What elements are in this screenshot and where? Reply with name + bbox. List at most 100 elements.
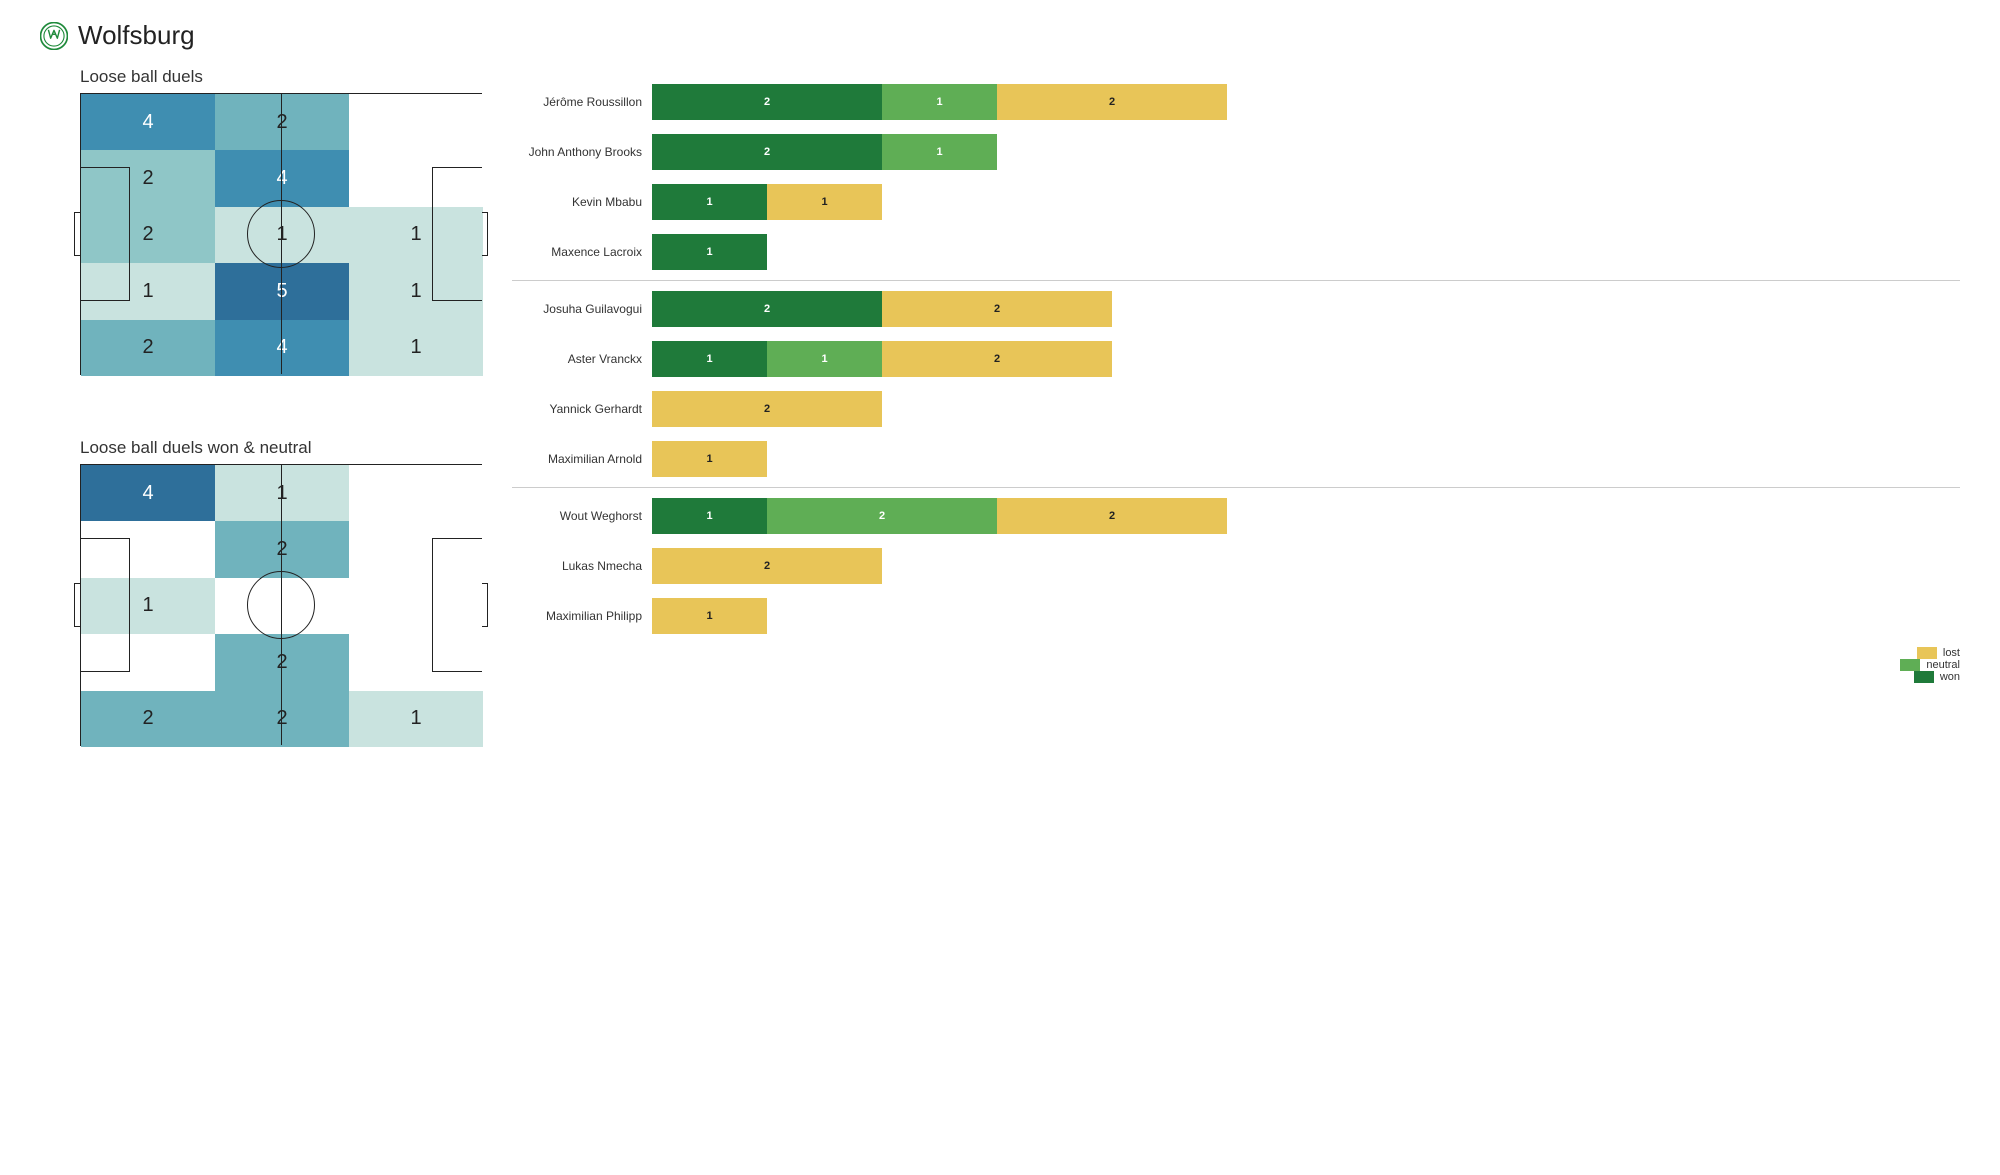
player-name-label: Maximilian Arnold [512, 452, 652, 466]
pitch-title-all: Loose ball duels [80, 67, 482, 87]
player-row: Yannick Gerhardt2 [512, 384, 1960, 434]
bar-segment-lost: 2 [997, 498, 1227, 534]
player-name-label: Kevin Mbabu [512, 195, 652, 209]
legend-swatch [1900, 659, 1920, 671]
player-name-label: John Anthony Brooks [512, 145, 652, 159]
bar-segment-lost: 2 [652, 548, 882, 584]
heatmap-cell: 2 [215, 94, 349, 150]
bar-segment-neutral: 1 [882, 84, 997, 120]
bar-track: 122 [652, 498, 1960, 534]
bar-segment-lost: 2 [652, 391, 882, 427]
bar-segment-won: 1 [652, 341, 767, 377]
heatmap-cell: 2 [81, 691, 215, 747]
player-row: Wout Weghorst122 [512, 491, 1960, 541]
bar-segment-lost: 1 [652, 441, 767, 477]
pitch-title-wn: Loose ball duels won & neutral [80, 438, 482, 458]
heatmap-cell: 1 [215, 465, 349, 521]
player-name-label: Lukas Nmecha [512, 559, 652, 573]
bar-segment-neutral: 1 [882, 134, 997, 170]
bar-segment-won: 1 [652, 184, 767, 220]
heatmap-cell: 5 [215, 263, 349, 319]
pitch-heatmap-won-neutral: 12221214 [80, 464, 482, 746]
goal-right [482, 212, 488, 257]
centre-circle [247, 571, 315, 639]
goal-left [74, 212, 80, 257]
centre-circle [247, 200, 315, 268]
pitch-column: Loose ball duels 1421511124224 Loose bal… [40, 59, 482, 746]
bar-track: 1 [652, 598, 1960, 634]
bar-segment-lost: 1 [767, 184, 882, 220]
group-separator [512, 280, 1960, 281]
bar-track: 2 [652, 548, 1960, 584]
heatmap-cell: 2 [81, 320, 215, 376]
heatmap-cell: 1 [349, 320, 483, 376]
player-bars-column: Jérôme Roussillon212John Anthony Brooks2… [512, 59, 1960, 683]
legend: lostneutralwon [512, 647, 1960, 683]
bar-segment-won: 1 [652, 498, 767, 534]
heatmap-cell: 2 [215, 691, 349, 747]
legend-swatch [1914, 671, 1934, 683]
goal-left [74, 583, 80, 628]
team-name: Wolfsburg [78, 20, 195, 51]
team-logo-icon [40, 22, 68, 50]
player-row: Maxence Lacroix1 [512, 227, 1960, 277]
pitch-heatmap-all: 1421511124224 [80, 93, 482, 375]
bar-segment-neutral: 1 [767, 341, 882, 377]
legend-label: won [1940, 671, 1960, 683]
bar-segment-lost: 2 [882, 291, 1112, 327]
player-row: Maximilian Arnold1 [512, 434, 1960, 484]
player-name-label: Jérôme Roussillon [512, 95, 652, 109]
bar-track: 1 [652, 441, 1960, 477]
bar-segment-lost: 2 [997, 84, 1227, 120]
bar-segment-lost: 1 [652, 598, 767, 634]
player-name-label: Yannick Gerhardt [512, 402, 652, 416]
header: Wolfsburg [40, 20, 1960, 51]
penalty-box-right [432, 167, 482, 301]
legend-swatch [1917, 647, 1937, 659]
legend-item: won [1914, 671, 1960, 683]
group-separator [512, 487, 1960, 488]
heatmap-cell: 4 [215, 150, 349, 206]
bar-track: 1 [652, 234, 1960, 270]
bar-track: 11 [652, 184, 1960, 220]
heatmap-cell: 2 [215, 521, 349, 577]
bar-segment-won: 1 [652, 234, 767, 270]
bar-segment-neutral: 2 [767, 498, 997, 534]
heatmap-cell: 2 [215, 634, 349, 690]
player-row: Aster Vranckx112 [512, 334, 1960, 384]
player-name-label: Josuha Guilavogui [512, 302, 652, 316]
player-row: Lukas Nmecha2 [512, 541, 1960, 591]
heatmap-cell: 4 [215, 320, 349, 376]
player-row: Jérôme Roussillon212 [512, 77, 1960, 127]
bar-track: 21 [652, 134, 1960, 170]
bar-segment-lost: 2 [882, 341, 1112, 377]
bar-track: 22 [652, 291, 1960, 327]
penalty-box-left [80, 167, 130, 301]
bar-segment-won: 2 [652, 291, 882, 327]
player-name-label: Wout Weghorst [512, 509, 652, 523]
heatmap-cell [349, 94, 483, 150]
legend-item: neutral [1900, 659, 1960, 671]
player-name-label: Maxence Lacroix [512, 245, 652, 259]
legend-label: neutral [1926, 659, 1960, 671]
heatmap-cell: 4 [81, 94, 215, 150]
player-row: Kevin Mbabu11 [512, 177, 1960, 227]
heatmap-cell: 1 [349, 691, 483, 747]
player-name-label: Maximilian Philipp [512, 609, 652, 623]
bar-segment-won: 2 [652, 84, 882, 120]
bar-track: 112 [652, 341, 1960, 377]
player-row: Maximilian Philipp1 [512, 591, 1960, 641]
heatmap-cell [349, 465, 483, 521]
penalty-box-left [80, 538, 130, 672]
main-layout: Loose ball duels 1421511124224 Loose bal… [40, 59, 1960, 746]
player-name-label: Aster Vranckx [512, 352, 652, 366]
bar-track: 212 [652, 84, 1960, 120]
heatmap-cell: 4 [81, 465, 215, 521]
player-row: John Anthony Brooks21 [512, 127, 1960, 177]
player-row: Josuha Guilavogui22 [512, 284, 1960, 334]
bar-track: 2 [652, 391, 1960, 427]
penalty-box-right [432, 538, 482, 672]
legend-label: lost [1943, 647, 1960, 659]
bar-segment-won: 2 [652, 134, 882, 170]
goal-right [482, 583, 488, 628]
